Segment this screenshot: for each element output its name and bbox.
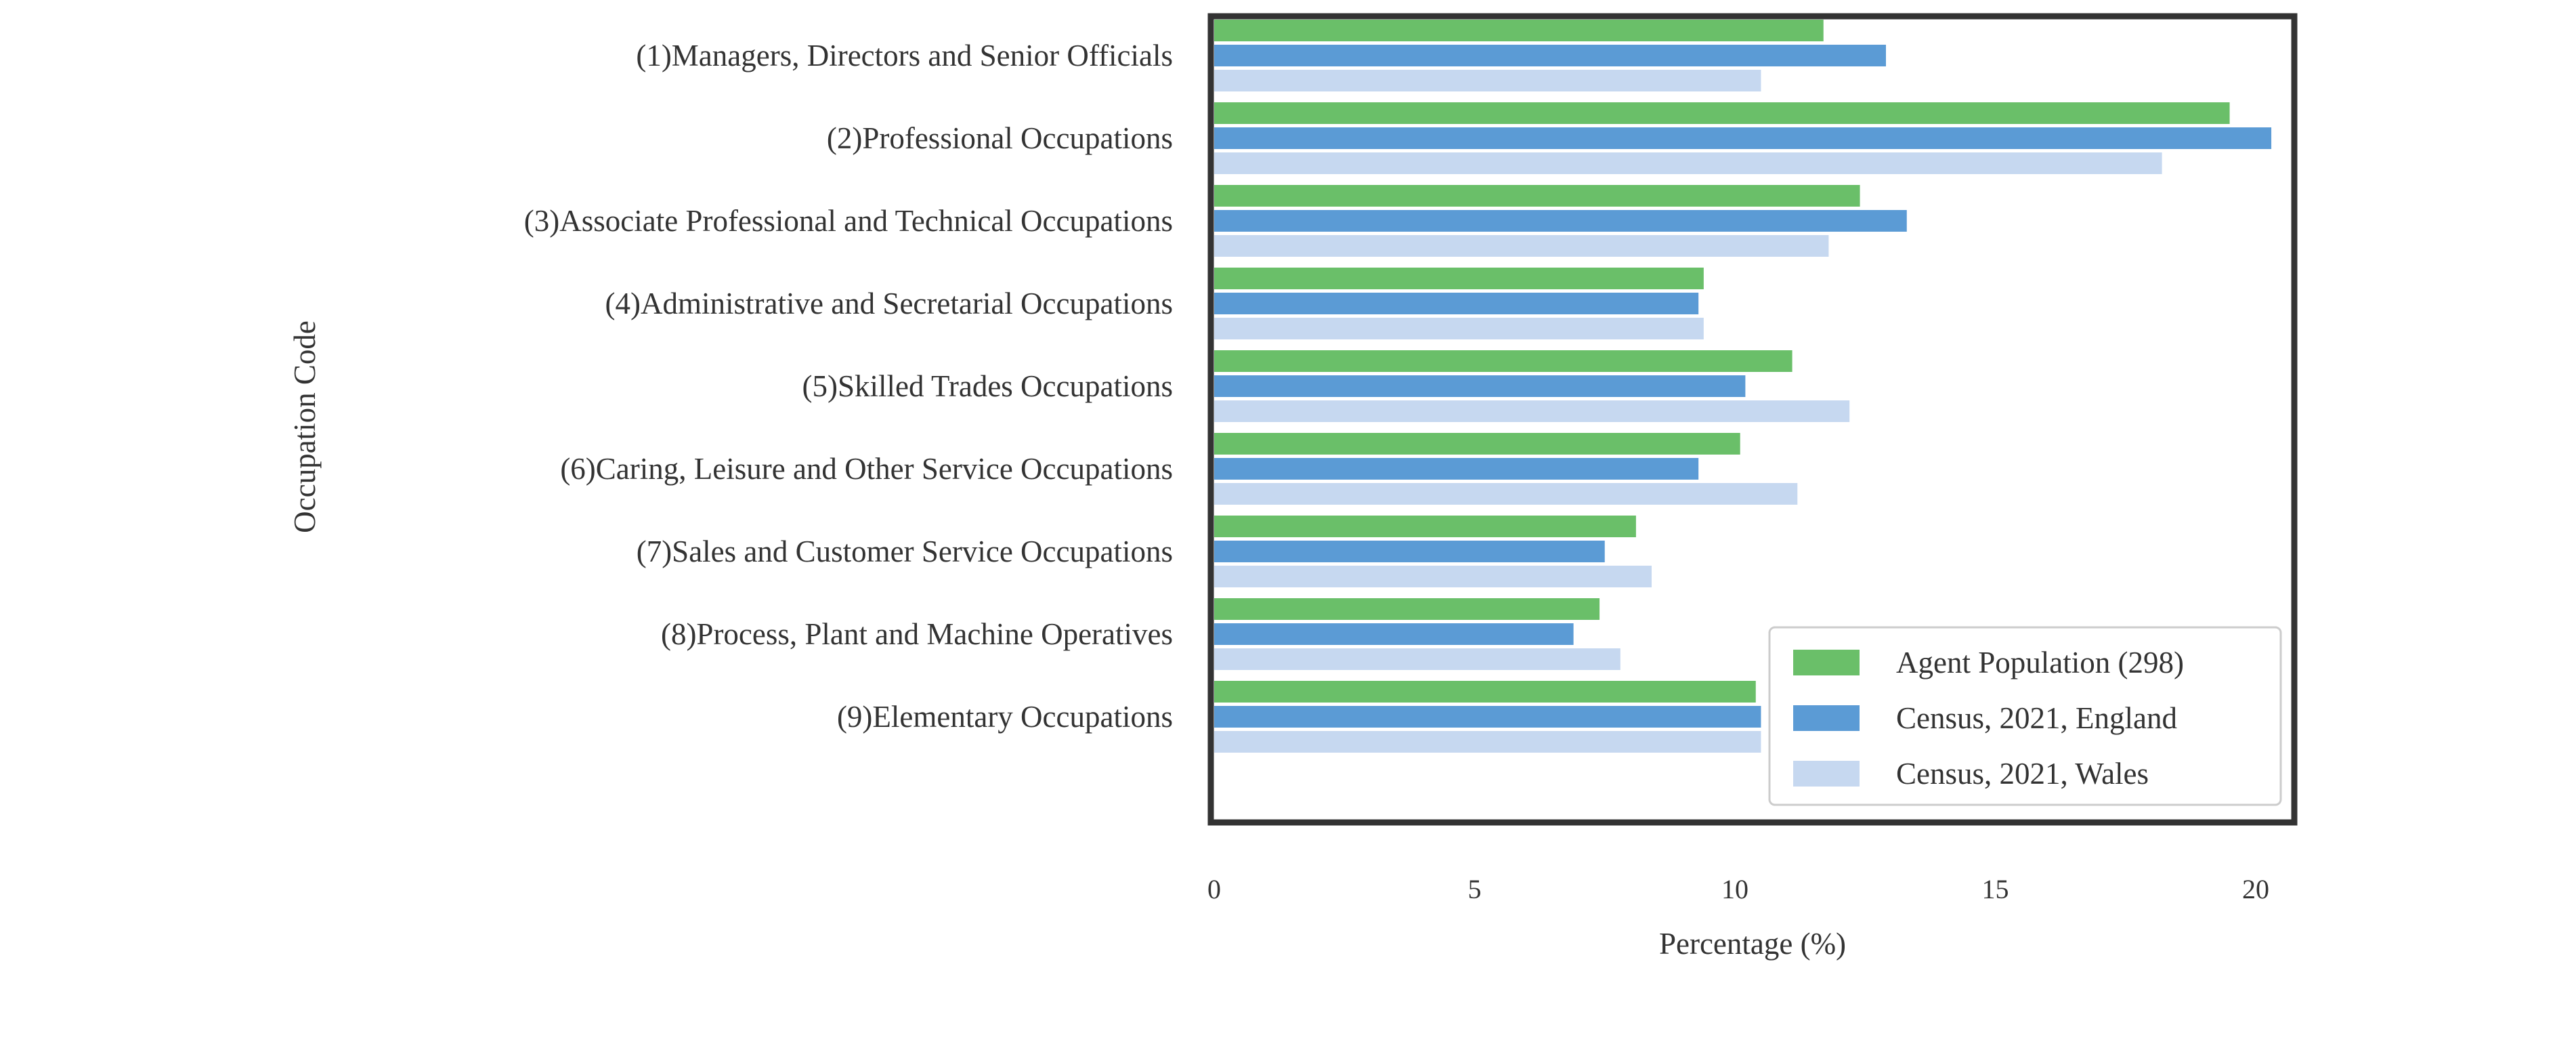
x-tick-label-5: 5 [1468, 874, 1482, 904]
bar-series-2-cat-5 [1214, 375, 1746, 397]
bar-series-2-cat-6 [1214, 458, 1699, 480]
bar-series-3-cat-4 [1214, 318, 1704, 339]
x-tick-label-15: 15 [1982, 874, 2009, 904]
bar-series-1-cat-4 [1214, 268, 1704, 289]
legend-label-2: Census, 2021, England [1896, 701, 2177, 735]
bar-series-2-cat-3 [1214, 210, 1907, 232]
bar-series-2-cat-1 [1214, 45, 1887, 66]
legend-swatch-3 [1793, 761, 1860, 787]
bars-group [1214, 20, 2272, 753]
x-axis-title: Percentage (%) [1659, 927, 1846, 961]
category-label-8: (8)Process, Plant and Machine Operatives [661, 617, 1173, 651]
legend: Agent Population (298) Census, 2021, Engl… [1768, 626, 2282, 806]
category-label-5: (5)Skilled Trades Occupations [802, 369, 1173, 403]
bar-series-3-cat-5 [1214, 400, 1850, 422]
legend-label-3: Census, 2021, Wales [1896, 757, 2149, 791]
x-tick-label-0: 0 [1207, 874, 1221, 904]
bar-series-1-cat-6 [1214, 433, 1740, 455]
category-label-6: (6)Caring, Leisure and Other Service Occ… [560, 452, 1173, 486]
category-label-3: (3)Associate Professional and Technical … [524, 204, 1173, 238]
x-tick-label-10: 10 [1721, 874, 1748, 904]
bar-series-1-cat-8 [1214, 598, 1600, 620]
bar-series-3-cat-9 [1214, 731, 1761, 753]
bar-series-1-cat-2 [1214, 102, 2230, 124]
bar-series-1-cat-9 [1214, 681, 1756, 703]
legend-swatch-1 [1793, 650, 1860, 675]
bar-series-2-cat-4 [1214, 293, 1699, 314]
plot-frame [1207, 13, 2298, 826]
bar-series-2-cat-7 [1214, 541, 1605, 562]
bar-series-3-cat-1 [1214, 70, 1761, 91]
legend-swatch-2 [1793, 705, 1860, 731]
bar-series-3-cat-3 [1214, 235, 1829, 257]
bar-series-2-cat-8 [1214, 623, 1574, 645]
category-label-7: (7)Sales and Customer Service Occupation… [637, 535, 1173, 568]
bar-series-1-cat-5 [1214, 350, 1793, 372]
legend-label-1: Agent Population (298) [1896, 646, 2184, 679]
x-tick-labels: 0 5 10 15 20 [1207, 874, 2269, 904]
category-labels: (1)Managers, Directors and Senior Offici… [524, 39, 1173, 734]
bar-series-1-cat-7 [1214, 516, 1636, 537]
bar-series-2-cat-9 [1214, 706, 1761, 728]
x-tick-label-20: 20 [2242, 874, 2269, 904]
category-label-4: (4)Administrative and Secretarial Occupa… [605, 287, 1173, 320]
bar-series-1-cat-3 [1214, 185, 1860, 207]
category-label-1: (1)Managers, Directors and Senior Offici… [636, 39, 1173, 72]
bar-series-1-cat-1 [1214, 20, 1824, 41]
legend-box [1768, 626, 2282, 806]
y-axis-title: Occupation Code [288, 320, 322, 533]
bar-series-3-cat-2 [1214, 152, 2162, 174]
category-label-2: (2)Professional Occupations [827, 121, 1173, 155]
bar-series-3-cat-6 [1214, 483, 1798, 505]
category-label-9: (9)Elementary Occupations [837, 700, 1173, 734]
bar-series-2-cat-2 [1214, 127, 2272, 149]
bar-series-3-cat-7 [1214, 566, 1652, 587]
bar-series-3-cat-8 [1214, 648, 1620, 670]
